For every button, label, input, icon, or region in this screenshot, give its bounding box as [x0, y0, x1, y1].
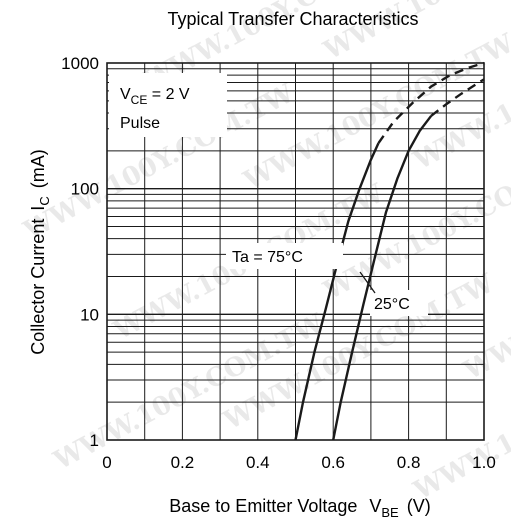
y-tick-labels: 1 10 100 1000: [61, 54, 99, 450]
series-line-25c: [332, 115, 433, 441]
x-tick-label: 1.0: [472, 453, 496, 472]
series-label-75c: Ta = 75°C: [232, 249, 303, 266]
y-tick-label: 100: [71, 180, 99, 199]
x-tick-label: 0.2: [171, 453, 195, 472]
series-line-75c-dashed: [377, 61, 485, 144]
label-75-bg: [226, 243, 343, 269]
y-axis-label: Collector CurrentIC(mA): [28, 149, 52, 354]
series-line-25c-dashed: [430, 78, 485, 117]
vce-condition: VCE = 2 V: [120, 86, 190, 107]
condition-box: [109, 73, 227, 137]
x-tick-label: 0.6: [321, 453, 345, 472]
series-label-25c: 25°C: [374, 296, 410, 313]
label-25-bg: [370, 290, 428, 316]
chart-title: Typical Transfer Characteristics: [167, 9, 418, 29]
x-axis-label: Base to Emitter Voltage VBE (V): [169, 496, 430, 520]
y-tick-label: 10: [80, 305, 99, 324]
x-tick-labels: 0 0.2 0.4 0.6 0.8 1.0: [102, 453, 496, 472]
x-tick-label: 0.4: [246, 453, 270, 472]
y-tick-label: 1000: [61, 54, 99, 73]
label-25-leader: [359, 271, 376, 294]
pulse-condition: Pulse: [120, 115, 160, 132]
grid-lines: [107, 63, 484, 440]
x-tick-label: 0.8: [397, 453, 421, 472]
y-tick-label: 1: [90, 431, 99, 450]
plot-frame: [106, 62, 485, 441]
x-tick-label: 0: [102, 453, 111, 472]
